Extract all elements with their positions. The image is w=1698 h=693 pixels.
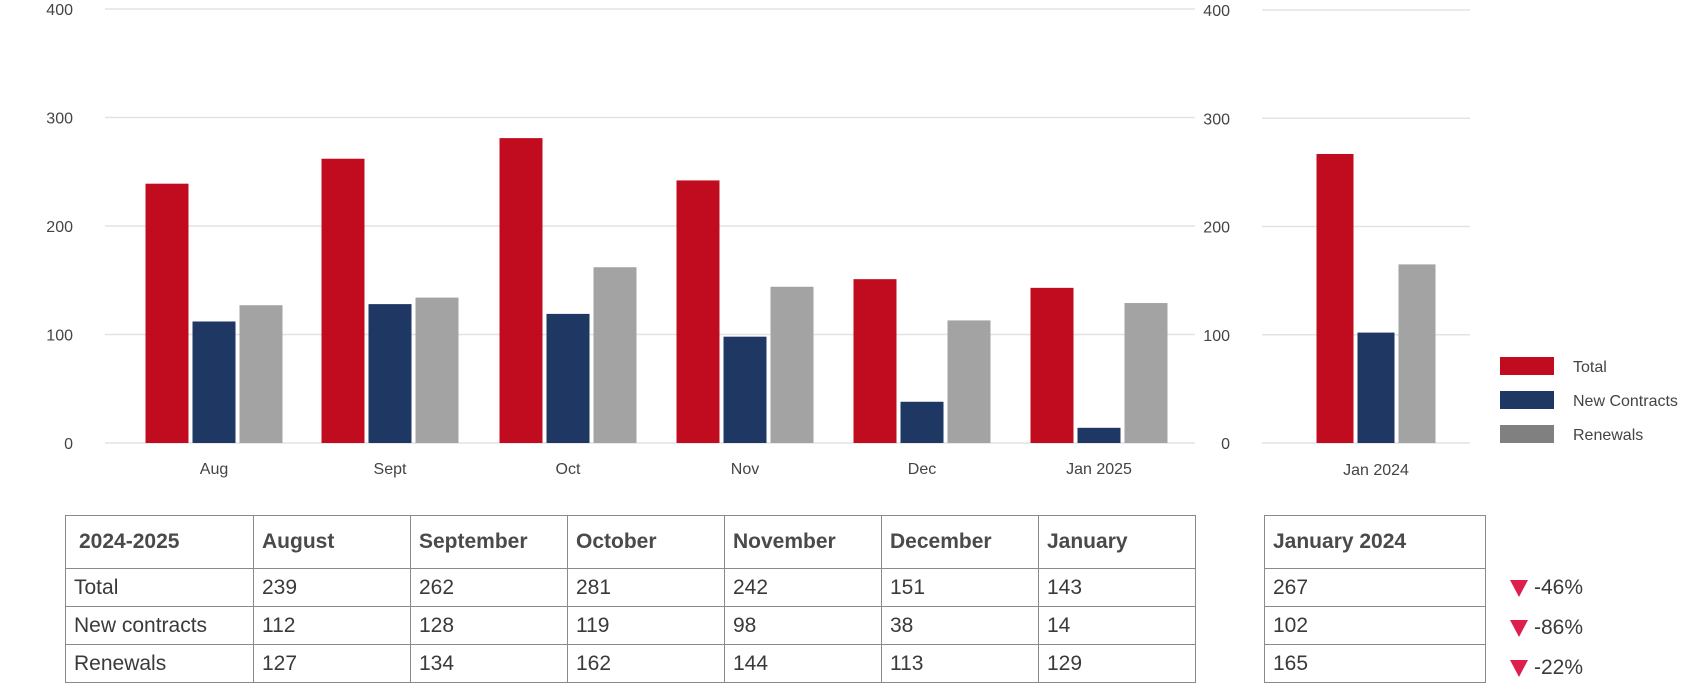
bar-total: [853, 279, 897, 443]
table-cell: 134: [410, 644, 568, 683]
x-category-label: Jan 2025: [1066, 461, 1132, 478]
y-tick-label: 100: [46, 328, 73, 345]
change-value: -46%: [1534, 576, 1584, 599]
table-cell: 239: [253, 568, 411, 607]
y-tick-label: 400: [1203, 3, 1230, 20]
table-header-cell: November: [724, 515, 882, 569]
bar-renewals: [239, 305, 283, 443]
x-category-label: Jan 2024: [1343, 462, 1409, 479]
bar-new-contracts: [723, 336, 767, 443]
row-label: Total: [65, 568, 254, 607]
change-total: -46%: [1510, 568, 1650, 608]
charts-area: 0 100 200 300 400 Aug Sept Oct Nov Dec Jan 2025 0 1…: [46, 2, 1678, 479]
monthly-data-table: 2024-2025 August September October Novem…: [65, 515, 1196, 683]
monthly-bar-chart: 0 100 200 300 400 Aug Sept Oct Nov Dec Jan 2025: [46, 2, 1195, 478]
y-tick-label: 100: [1203, 328, 1230, 345]
bar-new-contracts: [192, 321, 236, 443]
bar-renewals: [1398, 264, 1436, 443]
bar-renewals: [1124, 303, 1168, 443]
y-tick-label: 0: [1221, 436, 1230, 453]
table-header-cell: October: [567, 515, 725, 569]
table-row-new-contracts: 102: [1264, 606, 1486, 645]
table-header-cell: September: [410, 515, 568, 569]
bar-new-contracts: [1357, 332, 1395, 443]
bar-total: [499, 138, 543, 444]
change-new-contracts: -86%: [1510, 608, 1650, 648]
y-tick-label: 400: [46, 2, 73, 19]
row-label: Renewals: [65, 644, 254, 683]
down-arrow-icon: [1510, 579, 1528, 597]
bar-total: [321, 158, 365, 444]
table-cell: 128: [410, 606, 568, 645]
x-category-label: Nov: [731, 461, 759, 478]
table-cell: 262: [410, 568, 568, 607]
bar-renewals: [593, 267, 637, 443]
legend-label-renewals: Renewals: [1573, 427, 1643, 444]
table-cell: 151: [881, 568, 1039, 607]
table-header-row: 2024-2025 August September October Novem…: [65, 515, 1196, 569]
table-cell: 143: [1038, 568, 1196, 607]
table-row-renewals: 165: [1264, 644, 1486, 683]
down-arrow-icon: [1510, 659, 1528, 677]
table-cell: 267: [1264, 568, 1486, 607]
table-row-renewals: Renewals 127 134 162 144 113 129: [65, 644, 1196, 683]
x-category-label: Oct: [556, 461, 581, 478]
bar-new-contracts: [368, 304, 412, 443]
y-tick-label: 300: [46, 111, 73, 128]
y-tick-label: 300: [1203, 111, 1230, 128]
legend-swatch-new-contracts: [1500, 391, 1554, 409]
legend-label-total: Total: [1573, 359, 1607, 376]
bar-renewals: [947, 320, 991, 443]
table-header-row: January 2024: [1264, 515, 1486, 569]
x-category-label: Aug: [200, 461, 228, 478]
table-cell: 242: [724, 568, 882, 607]
table-header-cell: January 2024: [1264, 515, 1486, 569]
table-cell: 113: [881, 644, 1039, 683]
down-arrow-icon: [1510, 619, 1528, 637]
bar-renewals: [770, 286, 814, 443]
jan-2024-data-table: January 2024 267 102 165: [1264, 515, 1486, 683]
legend-swatch-renewals: [1500, 425, 1554, 443]
table-cell: 14: [1038, 606, 1196, 645]
x-category-label: Dec: [908, 461, 936, 478]
chart-legend: Total New Contracts Renewals: [1500, 357, 1678, 444]
bar-total: [676, 180, 720, 443]
table-header-cell: August: [253, 515, 411, 569]
table-cell: 165: [1264, 644, 1486, 683]
change-value: -22%: [1534, 656, 1584, 679]
table-header-cell: January: [1038, 515, 1196, 569]
bar-total: [1030, 287, 1074, 443]
table-row-new-contracts: New contracts 112 128 119 98 38 14: [65, 606, 1196, 645]
table-header-cell: 2024-2025: [65, 515, 254, 569]
table-cell: 112: [253, 606, 411, 645]
bar-new-contracts: [546, 313, 590, 443]
bar-total: [145, 183, 189, 443]
legend-swatch-total: [1500, 357, 1554, 375]
y-tick-label: 200: [1203, 220, 1230, 237]
bar-new-contracts: [900, 401, 944, 443]
y-tick-label: 200: [46, 219, 73, 236]
change-value: -86%: [1534, 616, 1584, 639]
table-cell: 144: [724, 644, 882, 683]
table-cell: 119: [567, 606, 725, 645]
table-cell: 38: [881, 606, 1039, 645]
table-cell: 162: [567, 644, 725, 683]
bar-new-contracts: [1077, 427, 1121, 443]
bar-total: [1316, 153, 1354, 443]
jan-2024-bar-chart: 0 100 200 300 400 Jan 2024: [1203, 3, 1470, 479]
table-cell: 102: [1264, 606, 1486, 645]
y-tick-label: 0: [64, 436, 73, 453]
table-cell: 127: [253, 644, 411, 683]
bar-renewals: [415, 297, 459, 443]
table-header-cell: December: [881, 515, 1039, 569]
row-label: New contracts: [65, 606, 254, 645]
table-cell: 98: [724, 606, 882, 645]
x-category-label: Sept: [374, 461, 407, 478]
table-cell: 129: [1038, 644, 1196, 683]
table-row-total: 267: [1264, 568, 1486, 607]
change-renewals: -22%: [1510, 648, 1650, 688]
legend-label-new-contracts: New Contracts: [1573, 393, 1678, 410]
table-row-total: Total 239 262 281 242 151 143: [65, 568, 1196, 607]
table-cell: 281: [567, 568, 725, 607]
